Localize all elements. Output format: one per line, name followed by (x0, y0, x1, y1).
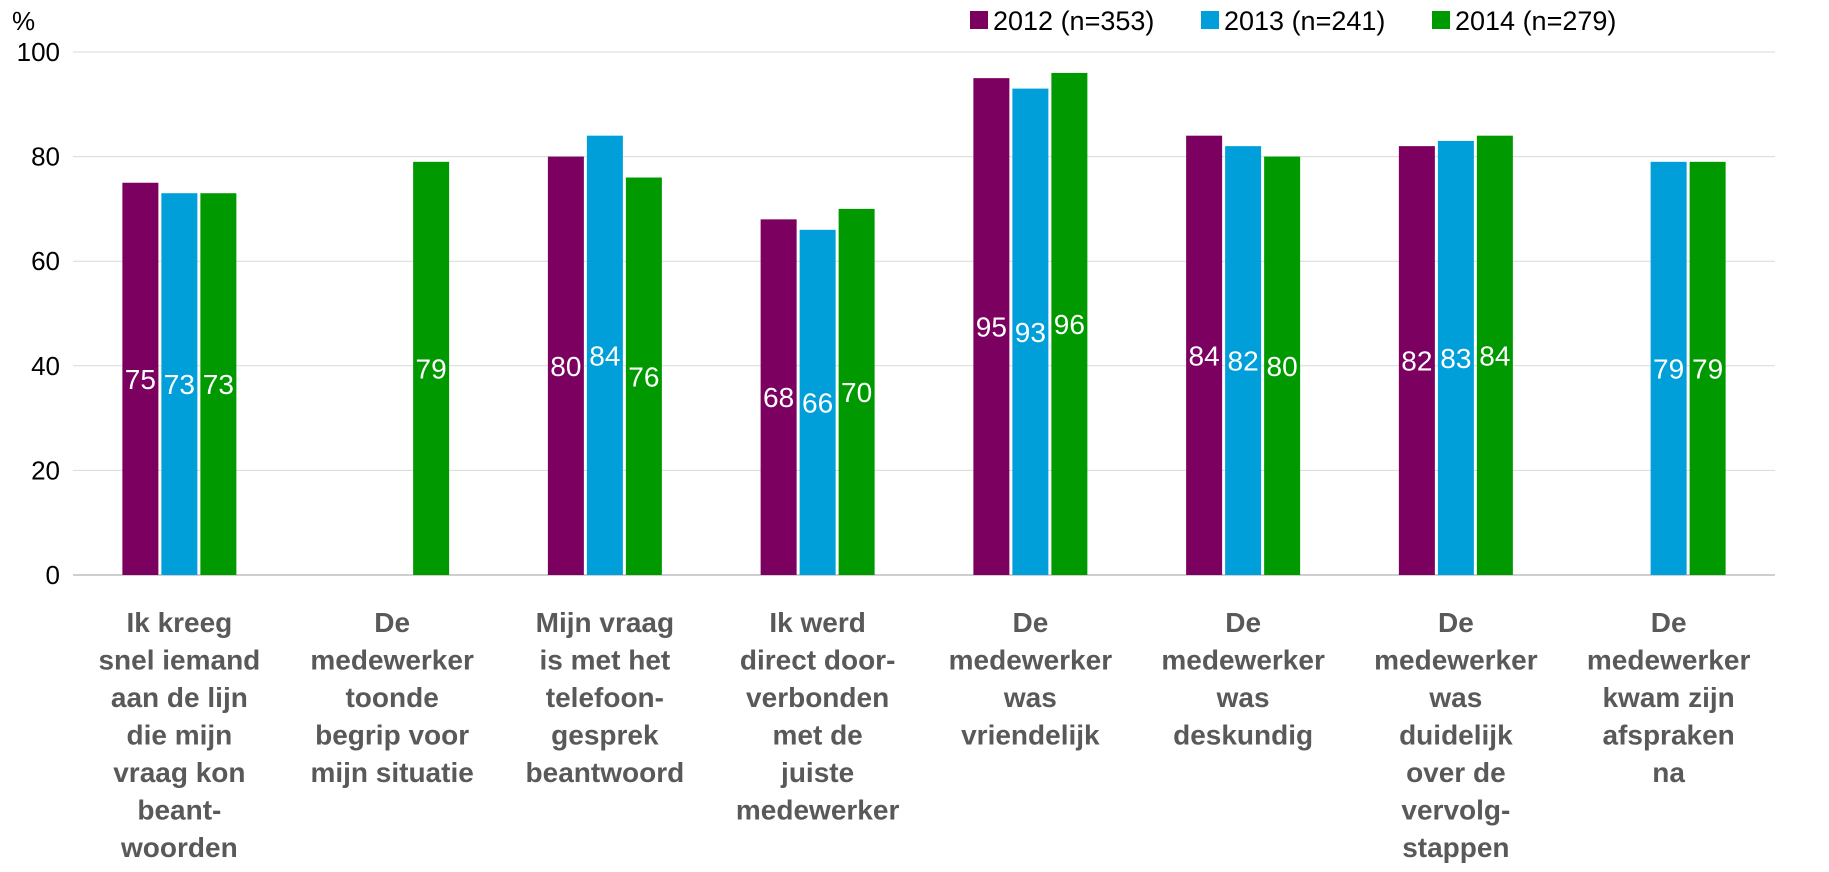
bar (799, 229, 836, 575)
bar (1264, 156, 1301, 575)
data-label: 83 (1440, 343, 1471, 374)
data-label: 79 (416, 353, 447, 384)
y-tick-label: 20 (31, 455, 60, 485)
data-label: 73 (164, 369, 195, 400)
y-axis-unit-label: % (12, 6, 35, 36)
bar (1650, 161, 1687, 575)
data-label: 73 (203, 369, 234, 400)
y-tick-label: 80 (31, 142, 60, 172)
data-label: 70 (841, 377, 872, 408)
data-label: 96 (1054, 309, 1085, 340)
y-tick-label: 0 (46, 560, 60, 590)
data-label: 80 (1267, 351, 1298, 382)
data-label: 84 (1189, 340, 1220, 371)
legend-item: 2012 (n=353) (970, 6, 1154, 36)
legend-label: 2012 (n=353) (993, 6, 1154, 36)
y-tick-label: 100 (17, 37, 60, 67)
gridlines (73, 51, 1775, 576)
legend-swatch (970, 11, 988, 29)
data-label: 82 (1401, 346, 1432, 377)
x-category-label: De medewerker kwam zijn afspraken na (1587, 607, 1751, 788)
bar (760, 219, 797, 576)
bar (1689, 161, 1726, 575)
y-tick-label: 40 (31, 351, 60, 381)
legend-swatch (1432, 11, 1450, 29)
data-label: 79 (1692, 353, 1723, 384)
x-category-label: Ik werd direct door-verbonden met de juiste… (736, 607, 900, 826)
bar (413, 161, 450, 575)
bar (1398, 146, 1435, 575)
legend-label: 2014 (n=279) (1455, 6, 1616, 36)
bar (1051, 72, 1088, 576)
bar (161, 193, 198, 575)
legend-label: 2013 (n=241) (1224, 6, 1385, 36)
data-label: 93 (1015, 317, 1046, 348)
bar (625, 177, 662, 575)
data-label: 95 (976, 312, 1007, 343)
x-category-label: Mijn vraag is met het telefoon-gesprek bean… (526, 607, 685, 788)
legend-swatch (1201, 11, 1219, 29)
bar (547, 156, 584, 575)
data-label: 68 (763, 382, 794, 413)
x-axis: Ik kreeg snel iemand aan de lijn die mijn vr… (98, 607, 1750, 863)
bar (973, 78, 1010, 576)
data-label: 76 (628, 361, 659, 392)
data-label: 66 (802, 387, 833, 418)
bar (1225, 146, 1262, 575)
data-label: 75 (125, 364, 156, 395)
legend-item: 2014 (n=279) (1432, 6, 1616, 36)
bar (1437, 140, 1474, 575)
data-label: 84 (589, 340, 620, 371)
x-category-label: De medewerker was vriendelijk (949, 607, 1113, 751)
bar (1012, 88, 1049, 576)
x-category-label: Ik kreeg snel iemand aan de lijn die mijn vr… (98, 607, 260, 863)
bar (1186, 135, 1223, 575)
bar (838, 208, 875, 575)
bar (586, 135, 623, 575)
data-label: 79 (1653, 353, 1684, 384)
data-label: 84 (1479, 340, 1510, 371)
x-category-label: De medewerker toonde begrip voor mijn situat… (310, 607, 474, 788)
bar (200, 193, 237, 575)
x-category-label: De medewerker was deskundig (1161, 607, 1325, 751)
x-category-label: De medewerker was duidelijk over de vervolg-s… (1374, 607, 1538, 863)
legend: 2012 (n=353) 2013 (n=241) 2014 (n=279) (970, 6, 1616, 36)
y-tick-label: 60 (31, 246, 60, 276)
bar (1476, 135, 1513, 575)
legend-item: 2013 (n=241) (1201, 6, 1385, 36)
data-label: 80 (550, 351, 581, 382)
data-label: 82 (1228, 346, 1259, 377)
bar (122, 182, 159, 575)
bars (122, 72, 1726, 576)
y-axis: 0 20 40 60 80 100 (17, 37, 60, 590)
data-labels: 75 73 73 79 80 84 76 68 66 70 95 93 96 84 82 80 82 83 84 79… (125, 309, 1723, 418)
